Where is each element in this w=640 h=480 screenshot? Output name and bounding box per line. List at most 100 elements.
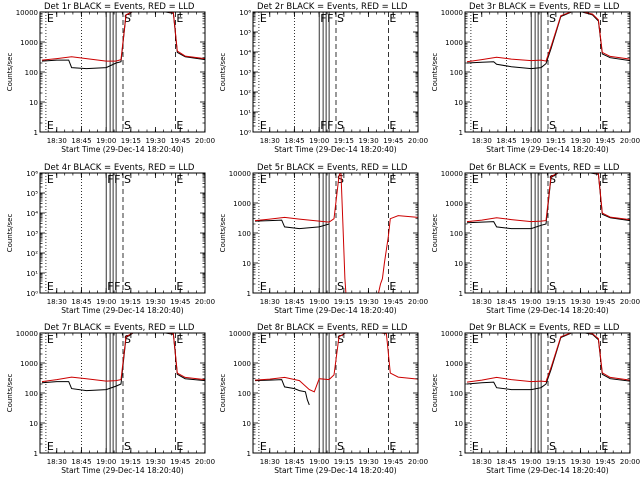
x-tick-label: 19:15 [546, 298, 566, 306]
y-tick-label: 1000 [445, 360, 463, 368]
marker-label: E [260, 119, 267, 132]
x-tick-label: 19:30 [146, 298, 166, 306]
x-tick-label: 18:45 [496, 137, 516, 145]
y-tick-label: 10 [454, 420, 463, 428]
panel-title: Det 1r BLACK = Events, RED = LLD [44, 2, 195, 12]
marker-label-top: S [549, 173, 556, 186]
panel-title: Det 9r BLACK = Events, RED = LLD [469, 323, 620, 333]
x-tick-label: 19:15 [121, 458, 141, 466]
series-line-lld [466, 333, 630, 383]
marker-label-top: S [337, 173, 344, 186]
x-axis-label: Start Time (29-Dec-14 18:20:40) [61, 466, 183, 475]
x-tick-label: 19:45 [170, 298, 190, 306]
x-tick-label: 18:45 [284, 298, 304, 306]
marker-label: S [337, 119, 344, 132]
marker-label-top: E [389, 12, 396, 25]
x-tick-label: 19:45 [383, 137, 403, 145]
y-tick-label: 1000 [445, 200, 463, 208]
x-tick-label: 20:00 [195, 137, 215, 145]
x-tick-label: 18:30 [472, 137, 492, 145]
y-axis-label: Counts/sec [6, 214, 14, 253]
x-tick-label: 20:00 [408, 458, 428, 466]
marker-label-top: E [472, 333, 479, 346]
x-tick-label: 19:00 [309, 137, 329, 145]
y-tick-label: 10³ [239, 69, 251, 77]
marker-label: E [47, 119, 54, 132]
panel-det-5: Det 5r BLACK = Events, RED = LLDEESSEE11… [219, 163, 428, 315]
y-axis-label: Counts/sec [431, 214, 439, 253]
marker-label: S [337, 280, 344, 293]
y-tick-label: 10¹ [26, 270, 38, 278]
y-tick-label: 10⁵ [239, 29, 251, 37]
marker-label-top: E [389, 333, 396, 346]
marker-label: E [47, 280, 54, 293]
x-tick-label: 18:30 [472, 458, 492, 466]
panel-title: Det 5r BLACK = Events, RED = LLD [257, 163, 408, 173]
y-axis-label: Counts/sec [431, 53, 439, 92]
plot-frame [464, 11, 631, 133]
panel-det-3: Det 3r BLACK = Events, RED = LLDEESSEE11… [431, 2, 640, 154]
x-tick-label: 19:30 [571, 137, 591, 145]
x-axis-label: Start Time (29-Dec-14 18:20:40) [61, 145, 183, 154]
x-tick-label: 19:00 [309, 298, 329, 306]
y-tick-label: 100 [450, 390, 463, 398]
y-axis-label: Counts/sec [6, 374, 14, 413]
marker-label: E [260, 280, 267, 293]
y-tick-label: 10000 [441, 330, 463, 338]
y-axis-label: Counts/sec [219, 53, 227, 92]
x-tick-label: 19:30 [571, 458, 591, 466]
x-tick-label: 19:45 [595, 458, 615, 466]
y-tick-label: 10⁴ [26, 210, 38, 218]
x-tick-label: 19:30 [359, 137, 379, 145]
marker-label-top: S [549, 333, 556, 346]
x-tick-label: 19:30 [359, 298, 379, 306]
marker-label: S [124, 280, 131, 293]
y-tick-label: 1 [34, 450, 38, 458]
marker-label: E [601, 119, 608, 132]
series-line-lld [466, 173, 630, 223]
marker-label: E [176, 119, 183, 132]
x-tick-label: 18:30 [47, 137, 67, 145]
marker-label: E [389, 280, 396, 293]
marker-label: E [260, 440, 267, 453]
y-tick-label: 10000 [229, 330, 251, 338]
marker-label-top: E [47, 333, 54, 346]
y-tick-label: 10³ [26, 230, 38, 238]
marker-label: S [124, 119, 131, 132]
y-tick-label: 10⁶ [26, 170, 38, 178]
x-tick-label: 19:45 [383, 298, 403, 306]
x-tick-label: 20:00 [620, 298, 640, 306]
y-tick-label: 10 [242, 420, 251, 428]
y-tick-label: 10000 [16, 9, 38, 17]
marker-label-top: F [114, 173, 120, 186]
panel-det-9: Det 9r BLACK = Events, RED = LLDEESSEE11… [431, 323, 640, 475]
plot-frame [252, 332, 419, 454]
plot-frame [464, 332, 631, 454]
y-axis-label: Counts/sec [219, 214, 227, 253]
marker-label-top: S [124, 12, 131, 25]
x-tick-label: 18:30 [47, 298, 67, 306]
x-tick-label: 18:45 [71, 137, 91, 145]
x-tick-label: 18:45 [284, 458, 304, 466]
marker-label-top: S [124, 173, 131, 186]
y-tick-label: 10 [454, 260, 463, 268]
x-axis-label: Start Time (29-Dec-14 18:20:40) [61, 306, 183, 315]
y-tick-label: 1000 [20, 39, 38, 47]
marker-label-top: E [260, 12, 267, 25]
y-tick-label: 1 [459, 450, 463, 458]
panel-det-4: Det 4r BLACK = Events, RED = LLDEEFFFFSS… [6, 163, 215, 315]
x-tick-label: 19:45 [383, 458, 403, 466]
x-tick-label: 20:00 [620, 137, 640, 145]
plot-frame [252, 11, 419, 133]
y-tick-label: 100 [238, 230, 251, 238]
y-tick-label: 1 [247, 290, 251, 298]
marker-label-top: E [601, 12, 608, 25]
marker-label-top: S [337, 12, 344, 25]
series-line-lld [41, 12, 205, 62]
x-tick-label: 19:30 [359, 458, 379, 466]
marker-label: E [472, 440, 479, 453]
marker-label-top: S [124, 333, 131, 346]
x-tick-label: 19:15 [121, 137, 141, 145]
y-tick-label: 1000 [445, 39, 463, 47]
plot-frame [252, 172, 419, 294]
